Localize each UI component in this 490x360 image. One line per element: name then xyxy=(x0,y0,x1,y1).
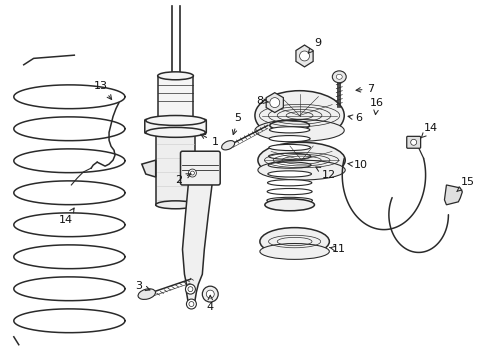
Text: 14: 14 xyxy=(421,123,438,138)
Ellipse shape xyxy=(221,141,235,150)
Text: 9: 9 xyxy=(308,38,321,53)
Circle shape xyxy=(206,290,214,298)
Circle shape xyxy=(188,287,193,292)
Polygon shape xyxy=(142,160,156,177)
Polygon shape xyxy=(444,185,462,205)
Text: 1: 1 xyxy=(201,134,219,147)
Circle shape xyxy=(270,98,280,108)
Text: 3: 3 xyxy=(135,281,150,291)
Ellipse shape xyxy=(138,289,155,300)
Text: 8: 8 xyxy=(256,96,269,105)
Text: 13: 13 xyxy=(94,81,112,99)
Circle shape xyxy=(191,171,195,175)
Circle shape xyxy=(187,299,196,309)
FancyBboxPatch shape xyxy=(407,136,420,148)
Ellipse shape xyxy=(260,243,329,260)
Ellipse shape xyxy=(258,160,345,180)
Circle shape xyxy=(189,169,196,177)
FancyBboxPatch shape xyxy=(158,76,194,121)
Ellipse shape xyxy=(270,127,310,133)
Polygon shape xyxy=(266,93,283,113)
Circle shape xyxy=(411,139,416,145)
Ellipse shape xyxy=(268,162,311,168)
Ellipse shape xyxy=(267,189,312,195)
Ellipse shape xyxy=(269,153,311,159)
Circle shape xyxy=(299,51,310,61)
Text: 5: 5 xyxy=(232,113,242,135)
Ellipse shape xyxy=(156,201,196,209)
Ellipse shape xyxy=(255,120,344,141)
Ellipse shape xyxy=(258,142,345,178)
FancyBboxPatch shape xyxy=(145,120,206,133)
Text: 2: 2 xyxy=(175,174,191,185)
Text: 12: 12 xyxy=(316,167,337,180)
FancyBboxPatch shape xyxy=(156,132,196,205)
Text: 11: 11 xyxy=(329,244,346,255)
Ellipse shape xyxy=(267,197,313,203)
Ellipse shape xyxy=(332,71,346,83)
Circle shape xyxy=(202,286,218,302)
Text: 14: 14 xyxy=(59,208,74,225)
Ellipse shape xyxy=(158,72,194,80)
Ellipse shape xyxy=(268,180,312,186)
Polygon shape xyxy=(296,45,313,67)
Ellipse shape xyxy=(269,144,311,150)
Text: 10: 10 xyxy=(348,160,368,170)
Ellipse shape xyxy=(146,127,205,137)
FancyBboxPatch shape xyxy=(180,151,220,185)
Text: 15: 15 xyxy=(457,177,475,192)
Text: 7: 7 xyxy=(356,84,374,94)
Ellipse shape xyxy=(255,91,344,140)
Ellipse shape xyxy=(336,74,342,79)
Ellipse shape xyxy=(146,116,205,125)
Ellipse shape xyxy=(268,171,312,177)
Polygon shape xyxy=(182,183,212,304)
Ellipse shape xyxy=(260,228,329,255)
Ellipse shape xyxy=(265,199,315,211)
Text: 4: 4 xyxy=(207,295,214,312)
Circle shape xyxy=(185,284,196,294)
Circle shape xyxy=(189,302,194,306)
Text: 16: 16 xyxy=(370,98,384,114)
Ellipse shape xyxy=(158,117,194,125)
Ellipse shape xyxy=(270,121,310,130)
Text: 6: 6 xyxy=(348,113,363,123)
Ellipse shape xyxy=(269,136,310,142)
